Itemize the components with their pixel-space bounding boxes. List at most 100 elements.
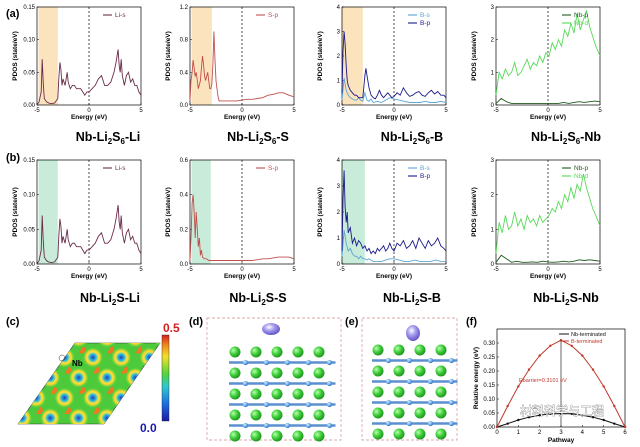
data-point — [538, 354, 541, 357]
legend-label: B-p — [420, 173, 431, 180]
y-tick-label: 2 — [337, 54, 341, 60]
x-tick-label: 5 — [444, 267, 448, 273]
y-tick-label: 0.0 — [180, 262, 189, 268]
boron-atom — [427, 420, 434, 427]
density-ring — [26, 428, 46, 447]
highlight-band — [342, 7, 363, 105]
density-ring — [83, 428, 103, 447]
series-s-p — [189, 31, 295, 102]
y-tick-label: 0.00 — [23, 103, 35, 109]
y-tick-label: 0.25 — [483, 355, 495, 361]
y-tick-label: 4 — [337, 158, 341, 164]
density-ring — [54, 387, 75, 408]
panel-label-e: (e) — [345, 316, 359, 328]
density-ring — [168, 428, 188, 447]
niobium-atom — [292, 430, 304, 442]
x-tick-label: 5 — [598, 108, 602, 114]
y-tick-label: 3 — [337, 184, 341, 190]
density-ring — [83, 307, 103, 327]
data-point — [549, 344, 552, 347]
density-triangle — [0, 426, 3, 434]
legend-label: Nb-d — [574, 20, 588, 27]
density-triangle — [121, 325, 130, 333]
data-point — [527, 416, 531, 419]
pdos-plot-b-0: -5 0 5 0.00 0.05 0.10 0.15 Energy (eV) PDOS (sta… — [12, 158, 143, 280]
x-axis-label: Energy (eV) — [71, 273, 107, 280]
legend-label: S-p — [268, 165, 279, 172]
density-ring — [40, 408, 61, 424]
y-tick-label: 3 — [491, 5, 495, 11]
x-axis-label: Energy (eV) — [376, 114, 412, 121]
niobium-atom — [414, 428, 426, 440]
x-tick-label: 0 — [240, 108, 244, 114]
density-triangle — [65, 325, 74, 333]
density-triangle — [21, 385, 31, 394]
density-triangle — [79, 305, 88, 313]
y-axis-label: PDOS (state/eV) — [12, 187, 19, 237]
x-tick-label: 5 — [139, 108, 143, 114]
density-triangle — [192, 386, 201, 394]
density-ring — [96, 408, 117, 424]
niobium-atom — [250, 346, 262, 358]
y-tick-label: 0.8 — [180, 38, 189, 44]
x-tick-label: -5 — [34, 267, 40, 273]
x-axis-label: Energy (eV) — [224, 273, 260, 280]
niobium-atom — [435, 365, 447, 377]
x-tick-label: -5 — [34, 108, 40, 114]
data-point — [602, 418, 605, 422]
boron-atom — [326, 380, 333, 387]
panel-label-a: (a) — [6, 8, 20, 20]
title-a-1: Nb-Li2S6-S — [227, 130, 289, 146]
series-li-s — [36, 49, 142, 106]
boron-atom — [263, 359, 270, 366]
boron-atom — [305, 422, 312, 429]
series-nb-p — [495, 97, 601, 104]
data-point — [538, 414, 541, 417]
niobium-atom — [250, 430, 262, 442]
y-axis-label: Relative energy (eV) — [473, 347, 480, 409]
data-point — [517, 385, 520, 388]
y-tick-label: 3 — [337, 30, 341, 36]
niobium-atom — [414, 407, 426, 419]
boron-atom — [427, 378, 434, 385]
data-point — [591, 368, 595, 371]
density-ring — [182, 327, 202, 347]
x-tick-label: -5 — [339, 108, 345, 114]
legend-label: Nb-d — [574, 173, 588, 180]
density-triangle — [135, 305, 144, 313]
niobium-atom — [229, 388, 241, 400]
pdos-plot-a-1: -5 0 5 0.0 0.4 0.8 1.2 Energy (eV) PDOS (state/e… — [165, 5, 296, 121]
y-tick-label: 1 — [337, 79, 341, 85]
density-ring — [55, 307, 75, 327]
density-ring — [54, 428, 74, 447]
y-tick-label: 0.4 — [180, 70, 189, 76]
data-point — [495, 425, 499, 429]
density-ring — [0, 428, 18, 447]
niobium-atom — [292, 409, 304, 421]
density-triangle — [149, 365, 159, 374]
niobium-atom — [292, 346, 304, 358]
density-ring — [168, 388, 188, 408]
boron-atom — [406, 399, 413, 406]
boron-atom — [406, 357, 413, 364]
title-b-0: Nb-Li2S-Li — [80, 291, 140, 307]
data-point — [570, 412, 573, 416]
density-triangle — [277, 305, 286, 313]
y-tick-label: 0 — [337, 262, 341, 268]
highlight-band — [191, 160, 211, 264]
data-point — [591, 416, 595, 419]
niobium-atom — [393, 386, 405, 398]
density-ring — [82, 347, 103, 368]
niobium-atom — [372, 365, 384, 377]
density-triangle — [93, 325, 102, 333]
y-tick-label: 2 — [337, 210, 341, 216]
legend-label: B-terminated — [571, 339, 603, 345]
niobium-atom — [271, 430, 283, 442]
title-a-2: Nb-Li2S6-B — [381, 130, 443, 146]
density-ring — [111, 428, 131, 447]
x-tick-label: 0 — [495, 430, 499, 436]
y-tick-label: 0 — [491, 262, 495, 268]
